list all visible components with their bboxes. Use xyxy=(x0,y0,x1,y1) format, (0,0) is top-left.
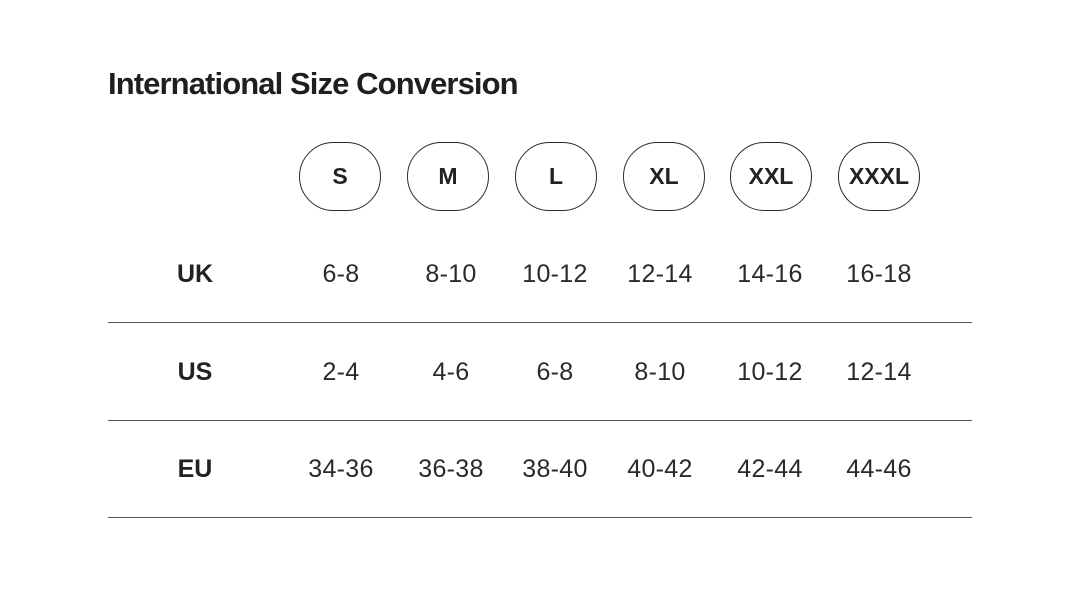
table-cell: 12-14 xyxy=(846,358,912,386)
table-cell: 16-18 xyxy=(846,260,912,288)
table-cell: 8-10 xyxy=(425,260,477,288)
table-cell: 6-8 xyxy=(536,358,574,386)
table-cell: 40-42 xyxy=(627,455,693,483)
table-cell: 10-12 xyxy=(737,358,803,386)
table-cell: 12-14 xyxy=(627,260,693,288)
table-cell: 34-36 xyxy=(308,455,374,483)
table-row-eu: EU 34-36 36-38 38-40 40-42 42-44 44-46 xyxy=(108,421,972,518)
table-cell: 10-12 xyxy=(522,260,588,288)
row-divider xyxy=(108,420,972,421)
table-row-uk: UK 6-8 8-10 10-12 12-14 14-16 16-18 xyxy=(108,226,972,323)
size-button-l[interactable]: L xyxy=(515,142,597,211)
table-cell: 4-6 xyxy=(432,358,470,386)
table-cell: 38-40 xyxy=(522,455,588,483)
size-button-m[interactable]: M xyxy=(407,142,489,211)
row-label-uk: UK xyxy=(176,260,214,288)
page-title: International Size Conversion xyxy=(108,66,519,101)
table-cell: 14-16 xyxy=(737,260,803,288)
row-label-eu: EU xyxy=(177,455,213,483)
table-cell: 42-44 xyxy=(737,455,803,483)
table-row-us: US 2-4 4-6 6-8 8-10 10-12 12-14 xyxy=(108,324,972,421)
table-cell: 36-38 xyxy=(418,455,484,483)
row-label-us: US xyxy=(177,358,213,386)
table-cell: 2-4 xyxy=(322,358,360,386)
table-cell: 44-46 xyxy=(846,455,912,483)
row-divider xyxy=(108,517,972,518)
size-button-xxxl[interactable]: XXXL xyxy=(838,142,920,211)
size-button-xxl[interactable]: XXL xyxy=(730,142,812,211)
table-cell: 6-8 xyxy=(322,260,360,288)
size-button-xl[interactable]: XL xyxy=(623,142,705,211)
size-button-s[interactable]: S xyxy=(299,142,381,211)
table-cell: 8-10 xyxy=(634,358,686,386)
row-divider xyxy=(108,322,972,323)
